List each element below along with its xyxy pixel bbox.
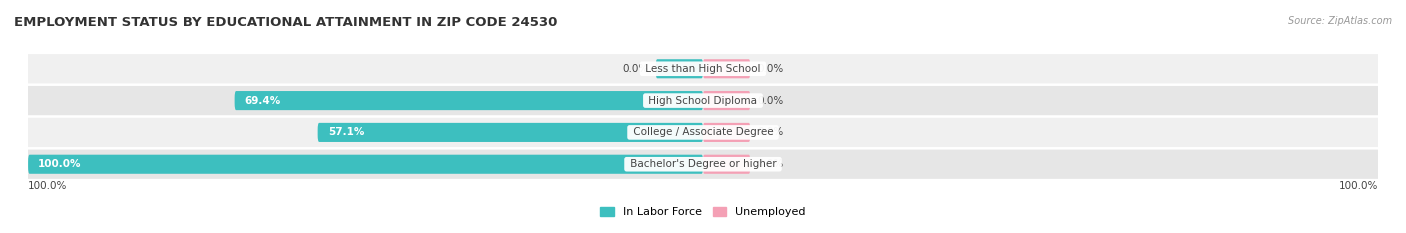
Text: 0.0%: 0.0% — [756, 159, 783, 169]
FancyBboxPatch shape — [14, 54, 1392, 83]
Text: 100.0%: 100.0% — [38, 159, 82, 169]
FancyBboxPatch shape — [703, 91, 751, 110]
FancyBboxPatch shape — [14, 150, 1392, 179]
Text: 0.0%: 0.0% — [756, 96, 783, 106]
Text: 100.0%: 100.0% — [28, 181, 67, 191]
FancyBboxPatch shape — [235, 91, 703, 110]
Text: EMPLOYMENT STATUS BY EDUCATIONAL ATTAINMENT IN ZIP CODE 24530: EMPLOYMENT STATUS BY EDUCATIONAL ATTAINM… — [14, 16, 557, 29]
FancyBboxPatch shape — [14, 86, 1392, 115]
Text: Source: ZipAtlas.com: Source: ZipAtlas.com — [1288, 16, 1392, 26]
Text: College / Associate Degree: College / Associate Degree — [630, 127, 776, 137]
Text: High School Diploma: High School Diploma — [645, 96, 761, 106]
Text: 57.1%: 57.1% — [328, 127, 364, 137]
Text: 100.0%: 100.0% — [1339, 181, 1378, 191]
FancyBboxPatch shape — [703, 155, 751, 174]
FancyBboxPatch shape — [703, 123, 751, 142]
Legend: In Labor Force, Unemployed: In Labor Force, Unemployed — [596, 202, 810, 222]
Text: 0.0%: 0.0% — [756, 64, 783, 74]
FancyBboxPatch shape — [703, 59, 751, 78]
FancyBboxPatch shape — [318, 123, 703, 142]
FancyBboxPatch shape — [28, 155, 703, 174]
Text: 0.0%: 0.0% — [623, 64, 650, 74]
Text: Bachelor's Degree or higher: Bachelor's Degree or higher — [627, 159, 779, 169]
Text: Less than High School: Less than High School — [643, 64, 763, 74]
FancyBboxPatch shape — [655, 59, 703, 78]
FancyBboxPatch shape — [14, 118, 1392, 147]
Text: 69.4%: 69.4% — [245, 96, 281, 106]
Text: 0.0%: 0.0% — [756, 127, 783, 137]
